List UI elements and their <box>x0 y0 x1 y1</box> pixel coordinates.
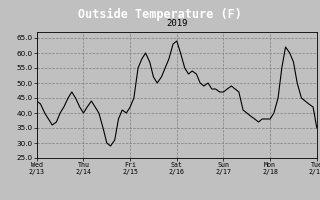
Text: 2019: 2019 <box>166 19 188 28</box>
Text: Outside Temperature (F): Outside Temperature (F) <box>78 8 242 21</box>
